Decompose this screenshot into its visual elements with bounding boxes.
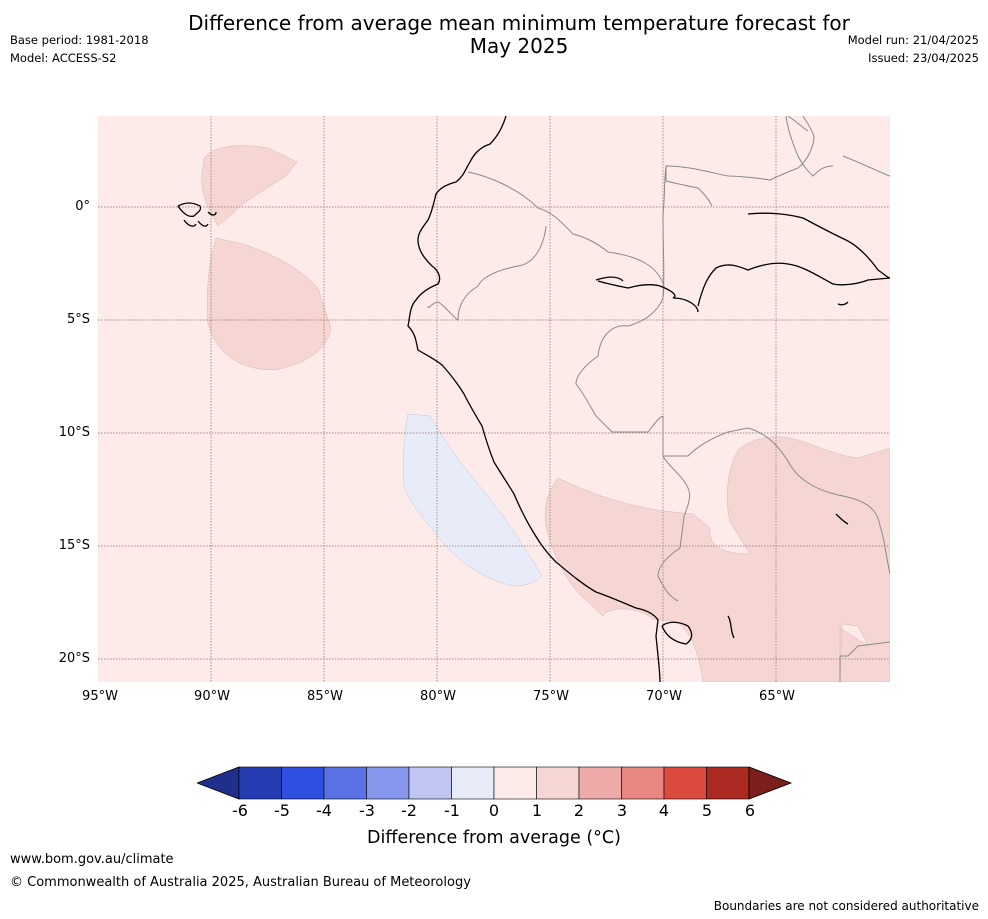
model-run-text: Model run: 21/04/2025 [847, 33, 979, 47]
lon-label-90w: 90°W [194, 689, 230, 704]
issued-text: Issued: 23/04/2025 [868, 51, 979, 65]
title-line-2: May 2025 [469, 34, 569, 58]
colorbar-extend-low [195, 766, 240, 800]
colorbar-tick: -4 [316, 801, 332, 820]
model-text: Model: ACCESS-S2 [10, 51, 117, 65]
colorbar-tick: 5 [701, 801, 713, 820]
colorbar-swatch [408, 766, 452, 800]
anomaly-region-minus1-0 [402, 413, 543, 587]
footer-disclaimer: Boundaries are not considered authoritat… [713, 899, 979, 913]
colorbar-svg [195, 766, 793, 800]
lon-label-95w: 95°W [82, 689, 118, 704]
colorbar [195, 766, 793, 800]
colorbar-swatch [493, 766, 537, 800]
lon-label-65w: 65°W [759, 689, 795, 704]
colorbar-swatch [621, 766, 665, 800]
colorbar-swatch [536, 766, 580, 800]
colorbar-swatch [366, 766, 410, 800]
map-canvas [98, 116, 890, 682]
lon-label-85w: 85°W [307, 689, 343, 704]
colorbar-extend-high [748, 766, 793, 800]
lon-label-70w: 70°W [646, 689, 682, 704]
colorbar-tick: 3 [616, 801, 628, 820]
colorbar-tick: 2 [573, 801, 585, 820]
lon-label-80w: 80°W [420, 689, 456, 704]
title-line-1: Difference from average mean minimum tem… [188, 11, 850, 35]
colorbar-swatch [663, 766, 707, 800]
colorbar-tick: -5 [274, 801, 290, 820]
lat-label-5s: 5°S [66, 312, 90, 327]
anomaly-region-1-2-galapagos-north [201, 145, 298, 227]
lat-label-20s: 20°S [58, 651, 90, 666]
footer-copyright: © Commonwealth of Australia 2025, Austra… [10, 875, 471, 890]
map-title: Difference from average mean minimum tem… [0, 12, 988, 58]
colorbar-tick: 6 [744, 801, 756, 820]
lat-label-10s: 10°S [58, 425, 90, 440]
colorbar-tick: 4 [658, 801, 670, 820]
colorbar-swatch [238, 766, 282, 800]
base-period-text: Base period: 1981-2018 [10, 33, 149, 47]
graticule [98, 116, 890, 682]
meta-right: Model run: 21/04/2025 Issued: 23/04/2025 [848, 31, 979, 67]
lon-label-75w: 75°W [533, 689, 569, 704]
colorbar-tick: -6 [232, 801, 248, 820]
colorbar-tick: 0 [488, 801, 500, 820]
coastlines [177, 116, 890, 682]
colorbar-swatch [281, 766, 325, 800]
colorbar-tick: -1 [444, 801, 460, 820]
lat-label-0: 0° [75, 199, 90, 214]
colorbar-tick: -2 [401, 801, 417, 820]
colorbar-label: Difference from average (°C) [367, 828, 621, 848]
footer-url: www.bom.gov.au/climate [10, 852, 174, 867]
lat-label-15s: 15°S [58, 538, 90, 553]
colorbar-swatch [706, 766, 750, 800]
anomaly-region-1-2-galapagos-south [207, 237, 332, 371]
colorbar-swatch [323, 766, 367, 800]
forecast-map [98, 116, 890, 682]
colorbar-swatch [578, 766, 622, 800]
colorbar-tick: -3 [359, 801, 375, 820]
colorbar-tick: 1 [531, 801, 543, 820]
anomaly-region-1-2-southeast [544, 436, 890, 682]
country-borders [427, 116, 890, 682]
meta-left: Base period: 1981-2018 Model: ACCESS-S2 [10, 31, 149, 67]
colorbar-swatch [451, 766, 495, 800]
